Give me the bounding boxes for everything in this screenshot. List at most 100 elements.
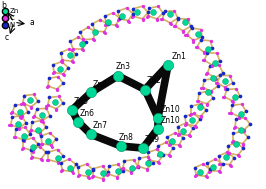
- Point: [191, 127, 195, 130]
- Point: [40, 159, 44, 162]
- Point: [70, 170, 74, 173]
- Point: [35, 107, 39, 110]
- Point: [60, 60, 64, 63]
- Text: Zn1: Zn1: [172, 52, 187, 61]
- Point: [22, 135, 26, 138]
- Point: [199, 38, 203, 41]
- Point: [12, 136, 16, 139]
- Point: [30, 149, 35, 152]
- Point: [241, 147, 245, 150]
- Point: [205, 162, 210, 165]
- Point: [193, 166, 197, 169]
- Point: [60, 169, 64, 172]
- Point: [137, 157, 141, 160]
- Point: [205, 102, 209, 105]
- Point: [67, 158, 71, 161]
- Point: [239, 128, 243, 131]
- Point: [204, 108, 208, 112]
- Point: [55, 89, 59, 92]
- Point: [228, 74, 232, 77]
- Point: [196, 99, 200, 102]
- Point: [114, 25, 119, 28]
- Point: [59, 60, 63, 63]
- Point: [157, 152, 161, 155]
- Point: [17, 128, 22, 131]
- Point: [173, 25, 177, 28]
- Point: [29, 148, 33, 151]
- Point: [91, 38, 95, 41]
- Point: [10, 111, 15, 114]
- Point: [147, 159, 151, 162]
- Point: [45, 159, 49, 162]
- Point: [183, 21, 187, 24]
- Point: [91, 175, 95, 178]
- Point: [181, 136, 185, 139]
- Point: [22, 94, 27, 97]
- Point: [129, 171, 133, 174]
- Text: Zn10: Zn10: [161, 116, 181, 125]
- Point: [106, 172, 110, 175]
- Point: [121, 170, 125, 173]
- Point: [204, 72, 208, 75]
- Point: [76, 174, 80, 177]
- Point: [182, 123, 187, 126]
- Point: [103, 15, 107, 18]
- Point: [81, 49, 85, 52]
- Point: [91, 168, 95, 171]
- Point: [217, 170, 222, 173]
- Point: [171, 146, 175, 149]
- Point: [211, 96, 215, 99]
- Point: [222, 95, 227, 98]
- Point: [67, 47, 71, 50]
- Point: [40, 113, 44, 116]
- Point: [202, 78, 206, 81]
- Point: [224, 155, 228, 158]
- Point: [204, 176, 209, 179]
- Point: [40, 120, 45, 123]
- Point: [225, 151, 229, 154]
- Point: [156, 145, 160, 148]
- Point: [46, 158, 51, 161]
- Point: [115, 175, 119, 178]
- Point: [52, 71, 56, 74]
- Point: [226, 153, 230, 156]
- Point: [116, 163, 120, 166]
- Point: [212, 77, 216, 80]
- Point: [59, 51, 63, 54]
- Point: [199, 116, 203, 119]
- Point: [190, 26, 194, 29]
- Point: [213, 77, 218, 80]
- Point: [76, 120, 80, 123]
- Point: [242, 130, 246, 133]
- Point: [36, 128, 40, 131]
- Point: [156, 153, 160, 156]
- Point: [227, 152, 231, 155]
- Point: [44, 151, 48, 154]
- Point: [140, 5, 145, 8]
- Point: [131, 7, 136, 10]
- Point: [116, 74, 120, 77]
- Point: [80, 39, 85, 42]
- Point: [92, 31, 96, 34]
- Point: [140, 17, 145, 20]
- Point: [127, 20, 131, 23]
- Point: [76, 166, 80, 169]
- Point: [185, 33, 189, 36]
- Point: [233, 96, 237, 99]
- Point: [248, 123, 252, 126]
- Point: [202, 51, 206, 54]
- Point: [202, 59, 206, 62]
- Point: [84, 40, 88, 43]
- Point: [54, 108, 59, 112]
- Point: [216, 84, 220, 87]
- Point: [70, 108, 74, 112]
- Point: [87, 176, 91, 179]
- Text: a: a: [29, 18, 34, 27]
- Point: [165, 135, 169, 138]
- Point: [238, 95, 242, 98]
- Point: [235, 141, 239, 144]
- Point: [189, 25, 193, 28]
- Point: [38, 133, 42, 136]
- Point: [213, 76, 218, 79]
- Point: [24, 121, 28, 124]
